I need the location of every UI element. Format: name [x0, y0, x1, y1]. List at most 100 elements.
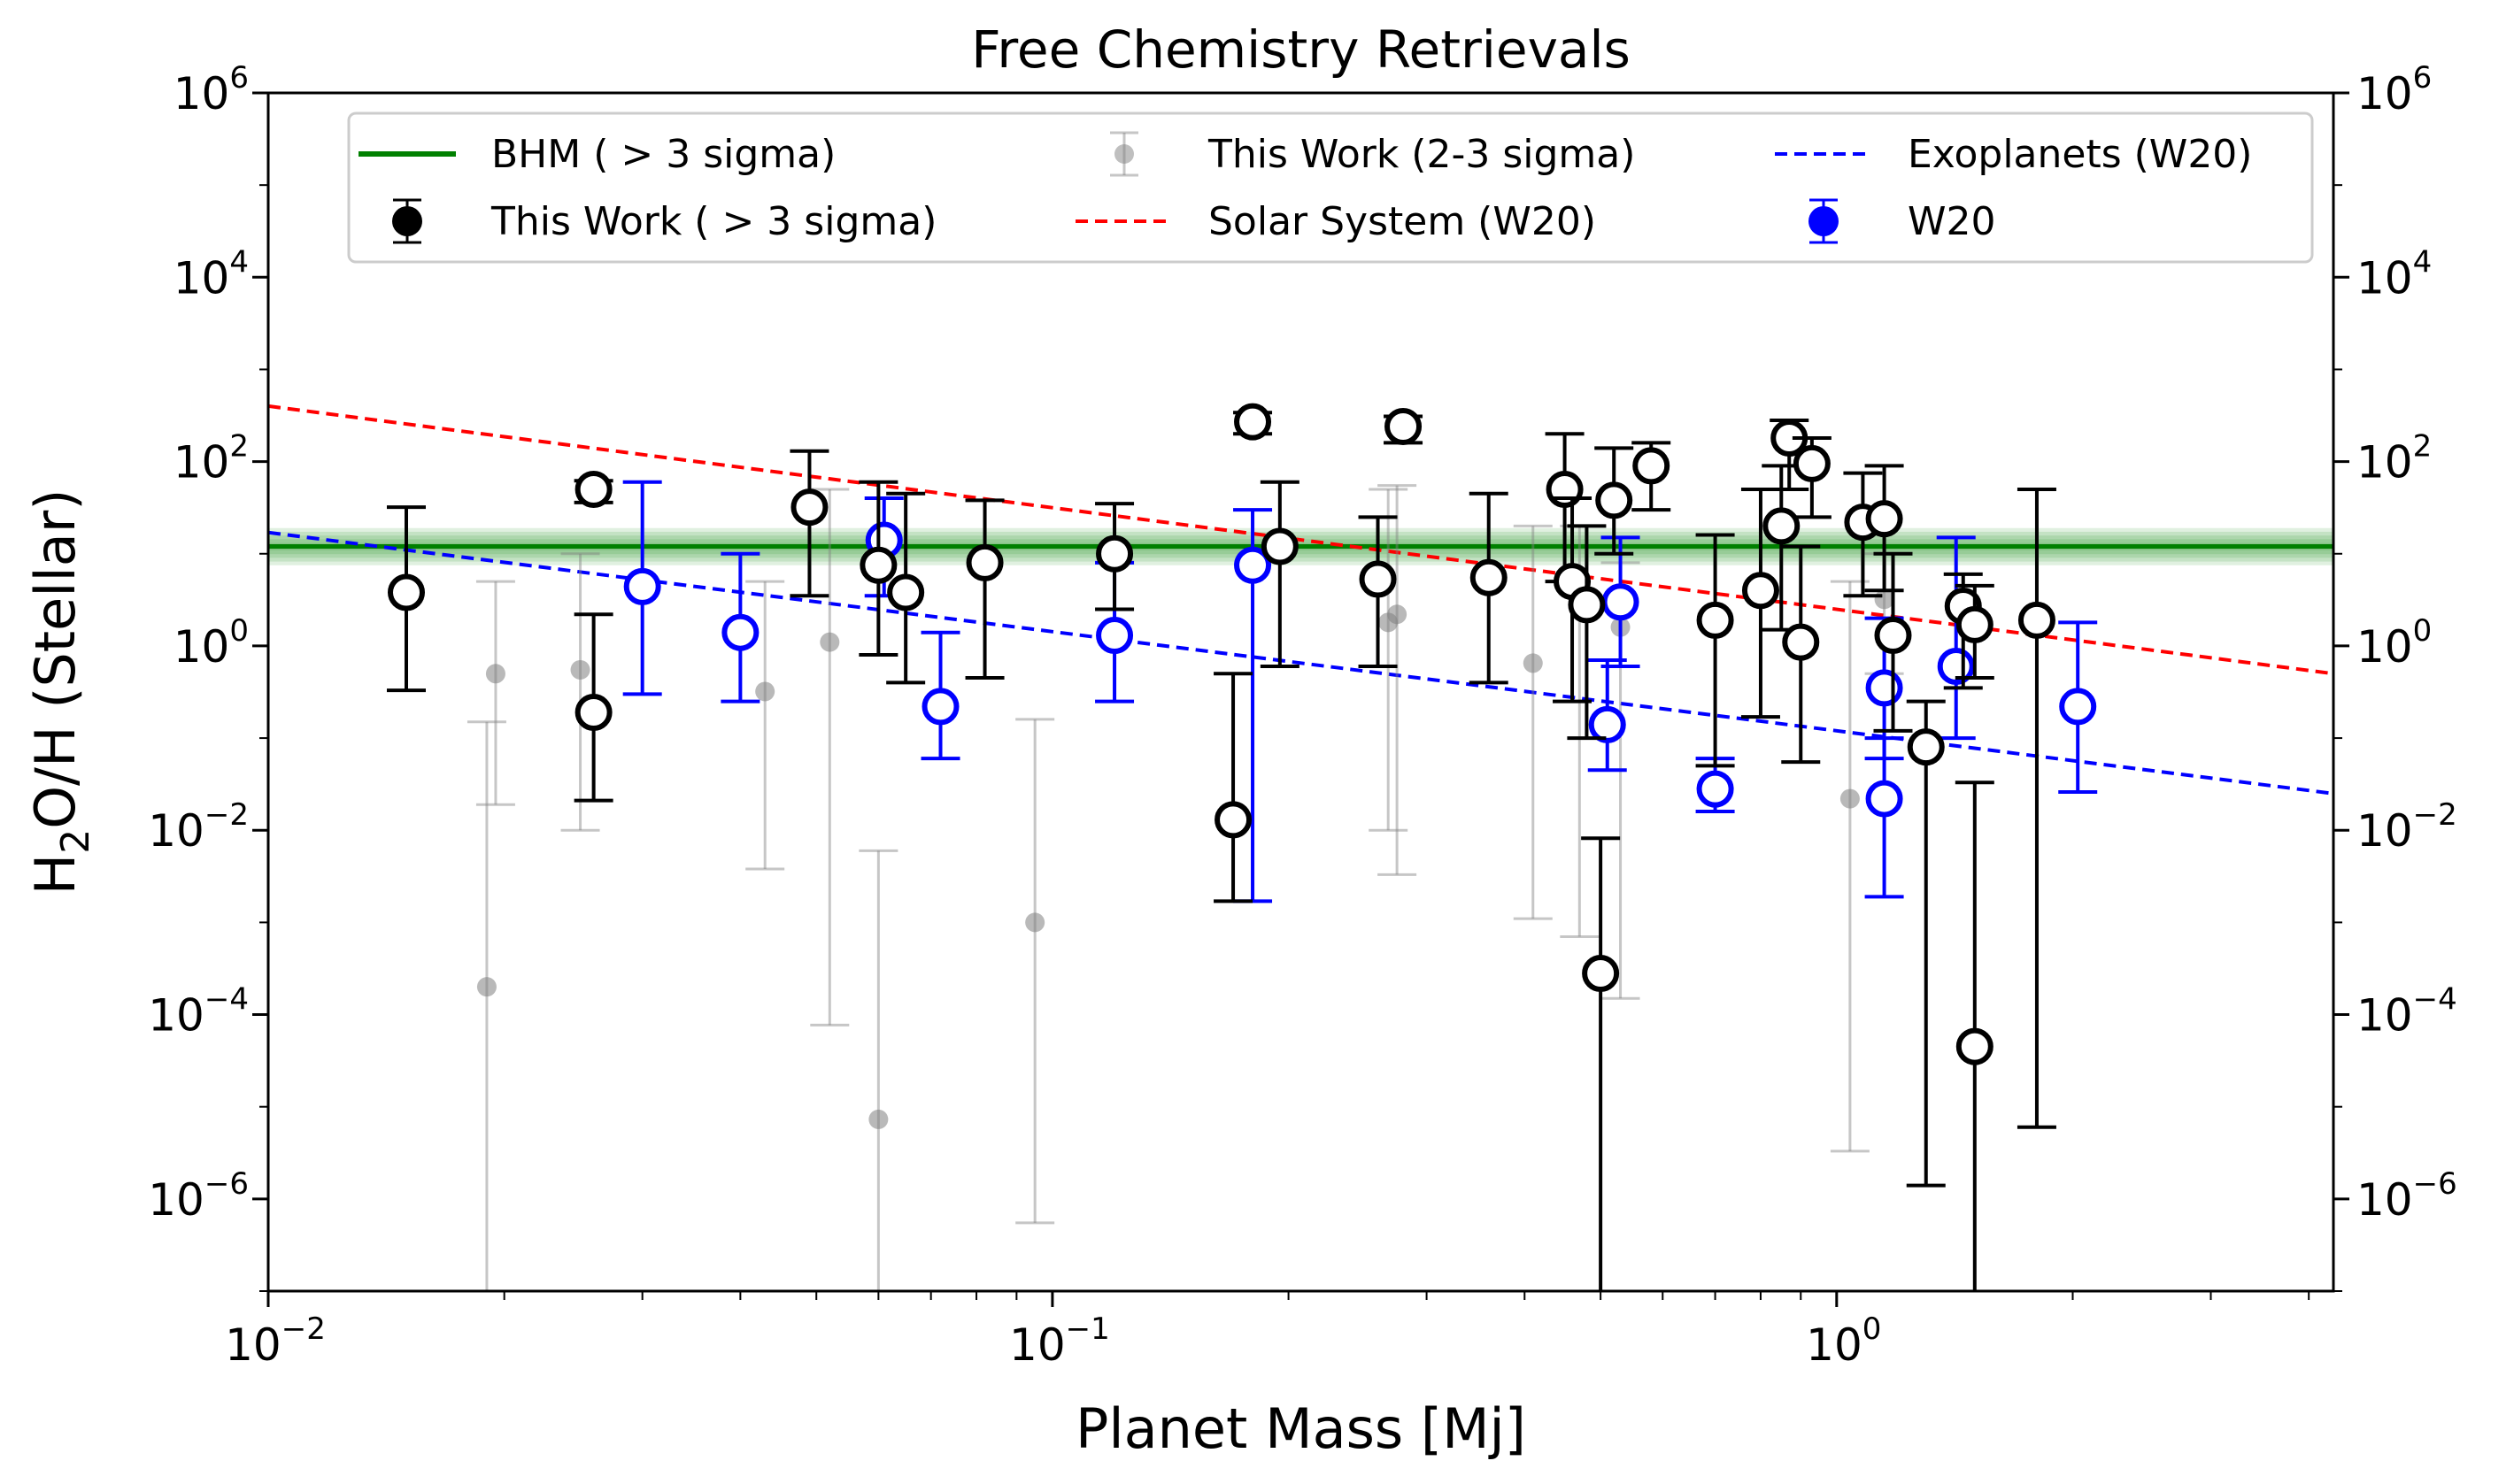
this-work-data-marker — [1568, 586, 1606, 624]
this-work-data-point — [1873, 551, 1913, 733]
this-work-data-marker — [1384, 408, 1423, 446]
faint-data-point — [1830, 580, 1870, 1153]
faint-data-marker — [570, 659, 590, 680]
w20-data-marker — [1588, 705, 1626, 743]
this-work-data-marker — [1907, 728, 1945, 766]
faint-data-marker — [476, 977, 497, 997]
this-work-data-point — [1955, 780, 1994, 1291]
this-work-data-marker — [575, 470, 613, 508]
trend-lines-layer — [268, 404, 2333, 796]
y-left-tick-label: 102 — [174, 429, 249, 488]
this-work-data-point — [1740, 487, 1780, 719]
this-work-data-point — [1955, 583, 1994, 680]
this-work-data-marker — [1546, 470, 1584, 508]
w20-data-point — [921, 630, 960, 761]
this-work-data-marker — [1762, 507, 1801, 545]
this-work-data-point — [1594, 446, 1634, 556]
legend-label: Exoplanets (W20) — [1908, 132, 2252, 177]
this-work-data-marker — [1741, 572, 1779, 610]
this-work-data-marker — [860, 546, 898, 584]
w20-data-marker — [623, 567, 661, 605]
this-work-data-marker — [887, 573, 925, 611]
legend-marker-handle — [1808, 206, 1839, 236]
y-left-tick-label: 10−2 — [148, 797, 249, 857]
faint-data-point — [1513, 524, 1553, 920]
w20-data-marker — [2059, 688, 2097, 726]
faint-data-marker — [1874, 589, 1894, 610]
y-axis-title: H2O/H (Stellar) — [23, 489, 98, 896]
this-work-data-marker — [1595, 481, 1633, 519]
faint-data-point — [560, 552, 600, 832]
this-work-data-point — [1695, 533, 1735, 768]
exoplanets-trend-line — [268, 530, 2333, 796]
y-right-tick-label: 102 — [2356, 429, 2432, 488]
w20-data-point — [1233, 508, 1273, 903]
w20-data-point — [1864, 736, 1904, 899]
this-work-data-marker — [1359, 560, 1397, 598]
this-work-data-marker — [1865, 500, 1903, 538]
w20-data-marker — [922, 688, 960, 726]
this-work-data-marker — [1234, 403, 1272, 441]
legend-label: W20 — [1908, 199, 1996, 244]
this-work-data-marker — [1582, 954, 1620, 992]
legend-entry: This Work ( > 3 sigma) — [392, 198, 937, 244]
faint-data-point — [745, 580, 785, 871]
w20-data-marker — [1865, 669, 1903, 707]
legend-marker-handle — [392, 206, 422, 236]
w20-data-point — [721, 551, 760, 704]
faint-data-marker — [485, 664, 505, 684]
this-work-data-point — [2017, 487, 2056, 1129]
this-work-data-marker — [1632, 447, 1670, 485]
this-work-data-point — [886, 491, 926, 685]
this-work-data-point — [1864, 464, 1904, 593]
w20-data-point — [622, 480, 662, 696]
this-work-data-point — [1469, 491, 1508, 685]
this-work-data-point — [1260, 480, 1299, 669]
y-left-tick-label: 106 — [174, 60, 249, 119]
y-left-tick-label: 100 — [174, 613, 249, 673]
this-work-data-point — [1906, 699, 1946, 1188]
this-work-data-marker — [1793, 444, 1831, 482]
legend-entry: W20 — [1808, 198, 1996, 244]
this-work-data-marker — [575, 694, 613, 732]
legend-marker-handle — [1114, 144, 1134, 164]
this-work-data-point — [859, 480, 898, 657]
this-work-data-point — [1567, 524, 1607, 741]
faint-data-marker — [1839, 788, 1860, 809]
faint-data-marker — [1387, 604, 1407, 625]
this-work-data-point — [1762, 464, 1801, 632]
y-right-tick-label: 10−4 — [2356, 982, 2457, 1042]
legend-label: This Work ( > 3 sigma) — [490, 199, 937, 244]
faint-data-point — [1377, 484, 1417, 876]
w20-data-marker — [721, 613, 760, 651]
faint-data-point — [810, 488, 850, 1026]
legend-entry: Exoplanets (W20) — [1775, 132, 2252, 177]
faint-data-point — [475, 580, 515, 806]
faint-data-marker — [1025, 912, 1045, 933]
y-right-tick-label: 10−2 — [2356, 797, 2457, 857]
this-work-data-marker — [1696, 601, 1734, 639]
x-axis-title: Planet Mass [Mj] — [1076, 1396, 1526, 1461]
y-right-tick-label: 104 — [2356, 244, 2432, 304]
x-tick-label: 10−2 — [225, 1311, 326, 1371]
faint-data-marker — [1523, 653, 1543, 673]
this-work-data-marker — [1096, 534, 1134, 573]
plot-frame — [266, 91, 2335, 1293]
this-work-data-marker — [1955, 605, 1993, 643]
y-left-tick-label: 104 — [174, 244, 249, 304]
faint-data-marker — [868, 1109, 889, 1129]
w20-data-marker — [1696, 770, 1734, 808]
this-work-data-marker — [387, 573, 425, 611]
data-points-layer — [386, 403, 2098, 1291]
legend: BHM ( > 3 sigma) This Work ( > 3 sigma) Th… — [347, 111, 2314, 264]
faint-data-point — [859, 849, 898, 1291]
this-work-data-point — [1781, 544, 1821, 765]
this-work-data-point — [1384, 408, 1423, 446]
x-tick-label: 10−1 — [1009, 1311, 1110, 1371]
legend-entry: This Work (2-3 sigma) — [1110, 131, 1635, 177]
y-left-tick-label: 10−4 — [148, 982, 249, 1042]
legend-label: BHM ( > 3 sigma) — [491, 132, 836, 177]
this-work-data-point — [1214, 672, 1253, 903]
faint-data-point — [467, 720, 506, 1291]
